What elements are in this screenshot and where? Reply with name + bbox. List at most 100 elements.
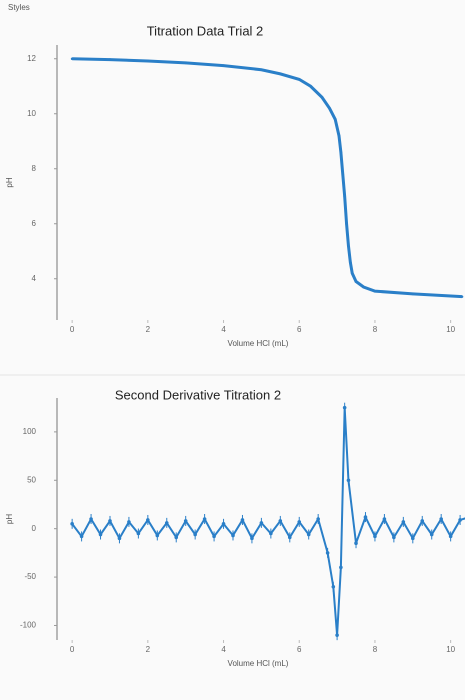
x-tick-label: 4 (221, 645, 226, 654)
y-tick-label: -100 (20, 621, 37, 630)
data-point (183, 519, 188, 523)
data-point (155, 533, 160, 538)
data-point (278, 519, 283, 523)
chart-title: Titration Data Trial 2 (147, 23, 264, 38)
data-point (458, 518, 462, 522)
data-point (89, 517, 93, 521)
y-tick-label: 10 (27, 109, 36, 118)
data-point (354, 541, 358, 545)
data-point (439, 517, 443, 521)
data-point (325, 551, 330, 555)
y-axis-label: pH (5, 177, 14, 187)
data-point (429, 532, 434, 537)
data-point (350, 271, 354, 275)
x-tick-label: 0 (70, 645, 75, 654)
data-point (373, 534, 377, 539)
y-tick-label: 6 (32, 219, 37, 228)
data-point (193, 532, 197, 537)
data-point (117, 536, 122, 541)
data-point (335, 633, 339, 637)
data-point (448, 534, 453, 539)
data-point (202, 517, 207, 521)
data-point (222, 64, 225, 67)
data-point (346, 478, 351, 483)
data-point (108, 519, 112, 523)
y-tick-label: 100 (23, 427, 37, 436)
data-point (354, 280, 358, 283)
y-tick-label: 12 (27, 54, 36, 63)
data-point (306, 532, 311, 537)
data-point (146, 518, 150, 522)
x-tick-label: 10 (446, 645, 455, 654)
data-point (460, 295, 464, 298)
data-point (287, 535, 292, 540)
data-point (382, 517, 387, 521)
data-point (231, 533, 235, 538)
header-label: Styles (8, 3, 30, 12)
data-point (331, 584, 336, 589)
data-point (339, 565, 343, 570)
x-tick-label: 6 (297, 645, 302, 654)
data-point (98, 532, 103, 537)
data-point (164, 521, 169, 525)
data-point (320, 95, 324, 99)
data-line (71, 407, 465, 636)
data-point (250, 536, 254, 541)
y-tick-label: 4 (32, 274, 37, 283)
data-point (269, 531, 273, 536)
x-tick-label: 2 (146, 325, 151, 334)
y-tick-label: 50 (27, 475, 36, 484)
x-tick-label: 2 (146, 645, 151, 654)
data-point (79, 534, 84, 539)
data-point (259, 521, 264, 525)
x-tick-label: 10 (446, 325, 455, 334)
data-point (70, 522, 74, 526)
y-tick-label: -50 (24, 572, 36, 581)
data-point (297, 78, 301, 81)
y-tick-label: 0 (32, 524, 37, 533)
data-point (240, 518, 245, 522)
x-axis-label: Volume HCl (mL) (228, 659, 289, 668)
data-point (337, 134, 341, 138)
data-point (212, 534, 216, 539)
data-point (362, 285, 365, 289)
data-point (392, 535, 396, 540)
data-point (343, 194, 346, 198)
data-point (411, 292, 415, 296)
data-point (108, 58, 112, 61)
data-point (420, 519, 425, 523)
x-axis-label: Volume HCl (mL) (228, 339, 289, 348)
data-point (309, 84, 312, 88)
data-point (174, 535, 179, 540)
x-tick-label: 6 (297, 325, 302, 334)
data-point (297, 520, 302, 524)
x-tick-label: 8 (373, 645, 378, 654)
chart-title: Second Derivative Titration 2 (115, 387, 281, 402)
x-tick-label: 0 (70, 325, 75, 334)
data-point (339, 150, 343, 154)
data-point (146, 59, 150, 63)
data-point (342, 405, 347, 410)
data-point (333, 117, 337, 121)
data-point (328, 106, 331, 110)
y-tick-label: 8 (32, 164, 37, 173)
data-point (127, 520, 131, 524)
y-axis-label: pH (5, 514, 14, 524)
data-point (341, 172, 345, 176)
data-point (70, 57, 74, 61)
x-tick-label: 8 (373, 325, 378, 334)
data-point (363, 515, 368, 519)
data-point (136, 531, 141, 536)
data-point (184, 61, 187, 65)
data-point (279, 72, 282, 76)
data-point (260, 68, 263, 72)
x-tick-label: 4 (221, 325, 226, 334)
data-point (345, 222, 348, 226)
data-point (401, 520, 406, 524)
data-point (221, 522, 226, 526)
data-point (373, 289, 377, 293)
data-point (347, 244, 350, 248)
data-point (410, 536, 415, 541)
